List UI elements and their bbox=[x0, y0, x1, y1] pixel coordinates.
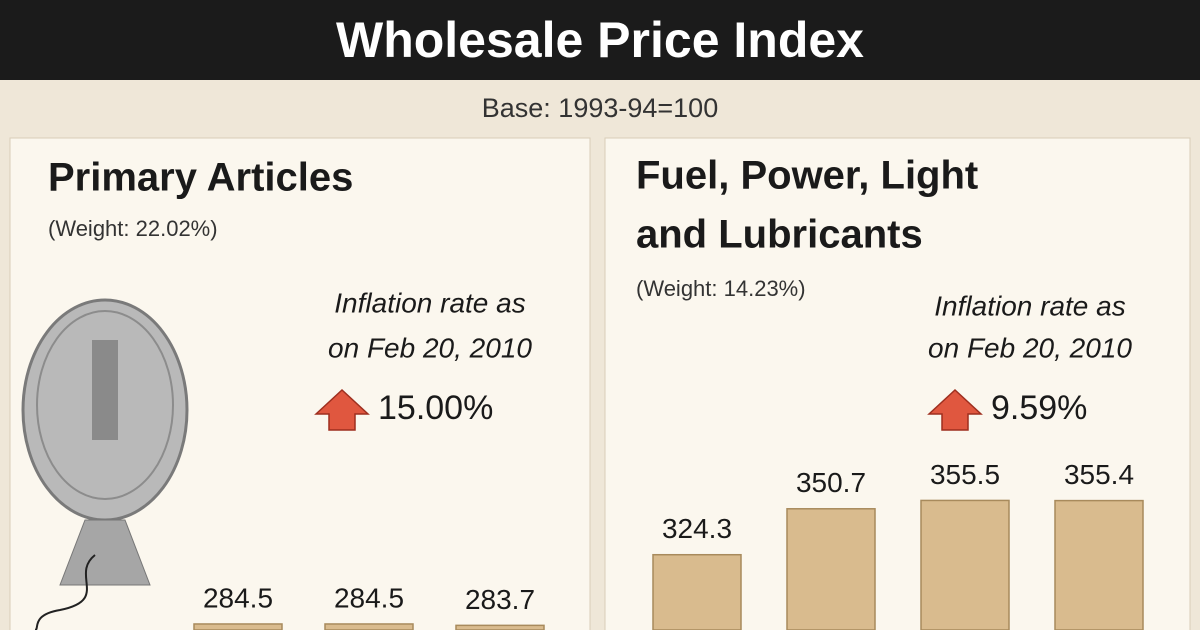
annotation: Inflation rate as bbox=[334, 287, 525, 318]
bar bbox=[324, 623, 414, 630]
panel-weight: (Weight: 14.23%) bbox=[636, 276, 806, 301]
bar bbox=[455, 624, 545, 630]
bar bbox=[652, 553, 742, 630]
panel-title: and Lubricants bbox=[636, 213, 923, 257]
page-subtitle: Base: 1993-94=100 bbox=[482, 93, 718, 123]
panel-weight: (Weight: 22.02%) bbox=[48, 216, 218, 241]
bar bbox=[920, 499, 1010, 630]
page-title: Wholesale Price Index bbox=[336, 12, 864, 68]
bar bbox=[193, 623, 283, 630]
value-label: 350.7 bbox=[796, 467, 866, 498]
up-arrow bbox=[314, 388, 370, 431]
value-label: 355.4 bbox=[1064, 459, 1134, 490]
value-label: 283.7 bbox=[465, 584, 535, 615]
annotation: Inflation rate as bbox=[934, 290, 1125, 321]
value-label: 284.5 bbox=[203, 582, 273, 613]
bar bbox=[1054, 499, 1144, 630]
value-label: 355.5 bbox=[930, 459, 1000, 490]
up-arrow bbox=[927, 388, 983, 431]
coin-balloon bbox=[21, 298, 189, 630]
value-label: 284.5 bbox=[334, 582, 404, 613]
title-bar bbox=[0, 0, 1200, 80]
inflation-rate: 9.59% bbox=[991, 389, 1087, 427]
value-label: 324.3 bbox=[662, 513, 732, 544]
bar bbox=[786, 508, 876, 630]
annotation: on Feb 20, 2010 bbox=[928, 332, 1132, 363]
inflation-rate: 15.00% bbox=[378, 389, 493, 427]
panel-title: Primary Articles bbox=[48, 156, 353, 200]
panel-title: Fuel, Power, Light bbox=[636, 154, 978, 198]
annotation: on Feb 20, 2010 bbox=[328, 332, 532, 363]
